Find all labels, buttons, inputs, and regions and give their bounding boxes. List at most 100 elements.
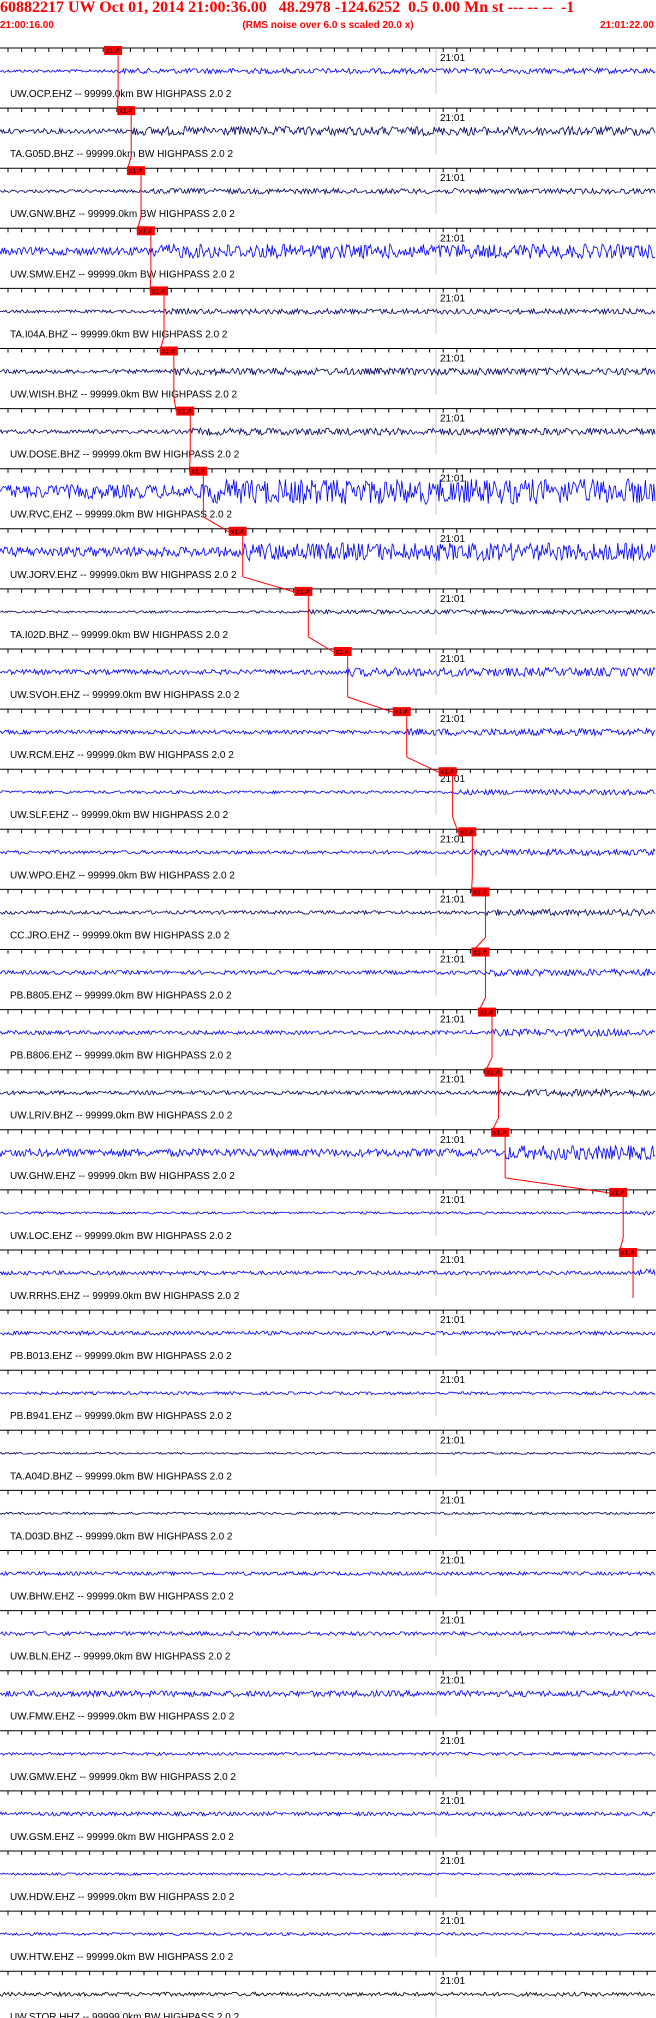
time-tick-label: 21:01: [440, 233, 465, 244]
time-tick-label: 21:01: [440, 534, 465, 545]
pick-connector: [159, 336, 165, 352]
waveform: [0, 908, 656, 917]
trace-row: 21:01 UW.SVOH.EHZ -- 99999.0km BW HIGHPAS…: [0, 636, 656, 701]
time-tick-label: 21:01: [440, 293, 465, 304]
header: 60882217 UW Oct 01, 2014 21:00:36.00 48.…: [0, 0, 656, 40]
pick-connector: [471, 937, 486, 953]
pick-label: x1.4: [119, 108, 132, 115]
waveform: [0, 967, 656, 978]
pick-box: [136, 226, 155, 236]
waveform: [0, 1872, 656, 1876]
time-tick-label: 21:01: [440, 1976, 465, 1987]
start-time: 21:00:16.00: [0, 20, 54, 31]
waveform: [0, 125, 656, 137]
station-label: CC.JRO.EHZ -- 99999.0km BW HIGHPASS 2.0 …: [10, 930, 230, 941]
trace-row: 21:01 UW.RCM.EHZ -- 99999.0km BW HIGHPASS…: [0, 696, 656, 761]
pick-box: [159, 346, 178, 356]
waveform: [0, 1209, 656, 1216]
pick-connector: [490, 1117, 500, 1134]
time-tick-label: 21:01: [440, 1375, 465, 1386]
station-label: UW.RVC.EHZ -- 99999.0km BW HIGHPASS 2.0 …: [10, 510, 232, 521]
time-tick-label: 21:01: [440, 1135, 465, 1146]
time-tick-label: 21:01: [440, 354, 465, 365]
pick-connector: [173, 396, 177, 412]
trace-row: 21:01 CC.JRO.EHZ -- 99999.0km BW HIGHPASS…: [0, 877, 656, 941]
station-label: UW.STOR.HHZ -- 99999.0km BW HIGHPASS 2.0…: [10, 2012, 240, 2018]
waveform: [0, 426, 656, 437]
time-tick-label: 21:01: [440, 1796, 465, 1807]
time-tick-label: 21:01: [440, 1916, 465, 1927]
end-time: 21:01:22.00: [600, 20, 654, 31]
time-tick-label: 21:01: [440, 834, 465, 845]
pick-label: x1.4: [621, 1250, 634, 1257]
waveform: [0, 788, 656, 797]
station-label: UW.BHW.EHZ -- 99999.0km BW HIGHPASS 2.0 …: [10, 1592, 234, 1603]
station-label: TA.I02D.BHZ -- 99999.0km BW HIGHPASS 2.0…: [10, 630, 228, 641]
time-tick-label: 21:01: [440, 53, 465, 64]
pick-box: [150, 286, 168, 296]
waveform: [0, 1390, 656, 1396]
time-tick-label: 21:01: [440, 1255, 465, 1266]
waveform: [0, 242, 656, 260]
waveform: [0, 1027, 656, 1038]
trace-row: 21:01 UW.WISH.BHZ -- 99999.0km BW HIGHPAS…: [0, 336, 656, 401]
pick-connector: [618, 1237, 624, 1254]
time-tick-label: 21:01: [440, 1015, 465, 1026]
trace-row: 21:01 UW.HTW.EHZ -- 99999.0km BW HIGHPASS…: [0, 1910, 656, 1963]
pick-box: [392, 707, 411, 717]
pick-box: [117, 106, 136, 116]
waveform: [0, 1931, 656, 1937]
station-label: UW.SLF.EHZ -- 99999.0km BW HIGHPASS 2.0 …: [10, 810, 229, 821]
time-tick-label: 21:01: [440, 1315, 465, 1326]
time-tick-label: 21:01: [440, 1556, 465, 1567]
pick-connector: [484, 1057, 493, 1073]
pick-connector: [149, 276, 152, 292]
station-label: UW.RCM.EHZ -- 99999.0km BW HIGHPASS 2.0 …: [10, 750, 234, 761]
station-label: TA.I04A.BHZ -- 99999.0km BW HIGHPASS 2.0…: [10, 329, 228, 340]
station-label: TA.G05D.BHZ -- 99999.0km BW HIGHPASS 2.0…: [10, 149, 233, 160]
station-label: UW.LRIV.BHZ -- 99999.0km BW HIGHPASS 2.0…: [10, 1111, 233, 1122]
trace-row: 21:01 UW.DOSE.BHZ -- 99999.0km BW HIGHPAS…: [0, 396, 656, 461]
pick-box: [484, 1067, 503, 1077]
station-label: UW.RRHS.EHZ -- 99999.0km BW HIGHPASS 2.0…: [10, 1291, 240, 1302]
station-label: UW.GSM.EHZ -- 99999.0km BW HIGHPASS 2.0 …: [10, 1832, 234, 1843]
pick-connector: [126, 155, 132, 172]
trace-row: 21:01 UW.JORV.EHZ -- 99999.0km BW HIGHPAS…: [0, 516, 656, 581]
trace-row: 21:01 TA.D03D.BHZ -- 99999.0km BW HIGHPAS…: [0, 1489, 656, 1542]
trace-row: 21:01 UW.BHW.EHZ -- 99999.0km BW HIGHPASS…: [0, 1550, 656, 1603]
pick-box: [189, 466, 208, 476]
pick-label: x1.4: [473, 889, 486, 896]
time-tick-label: 21:01: [440, 1075, 465, 1086]
pick-label: x1.4: [106, 48, 119, 55]
trace-row: 21:01 UW.GSM.EHZ -- 99999.0km BW HIGHPASS…: [0, 1790, 656, 1843]
pick-box: [438, 767, 457, 777]
time-tick-label: 21:01: [440, 1856, 465, 1867]
trace-row: 21:01 UW.FMW.EHZ -- 99999.0km BW HIGHPASS…: [0, 1670, 656, 1723]
pick-box: [333, 647, 352, 656]
station-label: UW.SVOH.EHZ -- 99999.0km BW HIGHPASS 2.0…: [10, 690, 240, 701]
trace-row: 21:01 UW.RRHS.EHZ -- 99999.0km BW HIGHPAS…: [0, 1237, 656, 1302]
waveform: [0, 366, 656, 377]
station-label: PB.B806.EHZ -- 99999.0km BW HIGHPASS 2.0…: [10, 1051, 232, 1062]
trace-row: 21:01 UW.STOR.HHZ -- 99999.0km BW HIGHPAS…: [0, 1970, 656, 2018]
trace-row: 21:01 UW.LRIV.BHZ -- 99999.0km BW HIGHPAS…: [0, 1057, 656, 1122]
station-label: UW.HDW.EHZ -- 99999.0km BW HIGHPASS 2.0 …: [10, 1892, 235, 1903]
waveform: [0, 186, 656, 196]
time-tick-label: 21:01: [440, 1676, 465, 1687]
trace-row: 21:01 PB.B941.EHZ -- 99999.0km BW HIGHPAS…: [0, 1369, 656, 1422]
waveform: [0, 1810, 656, 1818]
waveform: [0, 1144, 656, 1161]
trace-row: 21:01 TA.I04A.BHZ -- 99999.0km BW HIGHPAS…: [0, 276, 656, 340]
time-tick-label: 21:01: [440, 173, 465, 184]
pick-label: x1.4: [487, 1070, 500, 1077]
pick-box: [609, 1187, 628, 1197]
waveform: [0, 1990, 656, 1998]
pick-connector: [136, 216, 142, 232]
pick-connector: [347, 696, 393, 713]
station-label: UW.GNW.BHZ -- 99999.0km BW HIGHPASS 2.0 …: [10, 209, 235, 220]
time-tick-label: 21:01: [440, 1495, 465, 1506]
pick-label: x1.4: [493, 1130, 506, 1137]
waveform: [0, 1689, 656, 1699]
pick-label: x1.4: [611, 1190, 624, 1197]
